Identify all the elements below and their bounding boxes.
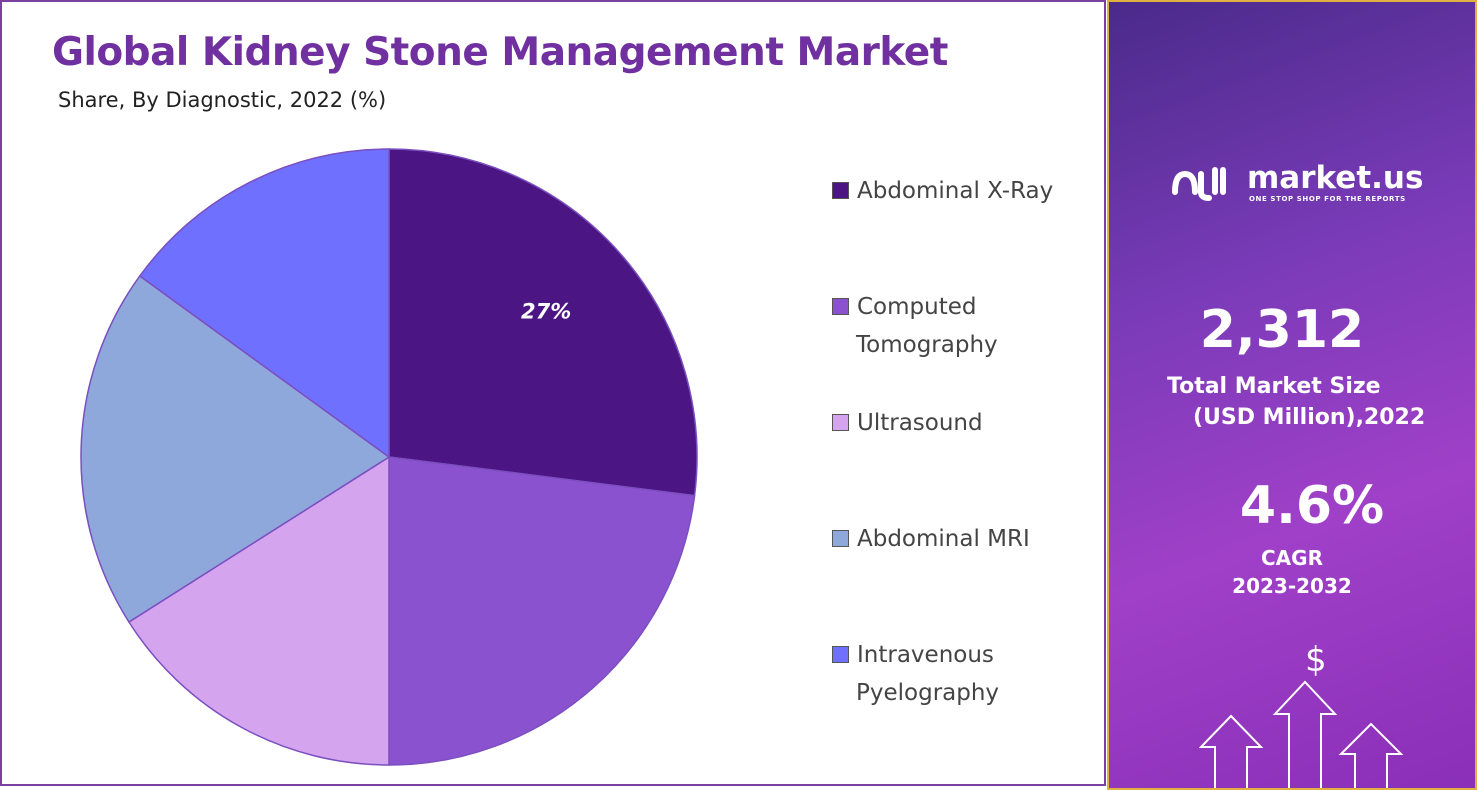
pie-chart: 27% bbox=[80, 148, 698, 766]
summary-panel: market.us ONE STOP SHOP FOR THE REPORTS … bbox=[1107, 0, 1477, 790]
legend-label: Abdominal MRI bbox=[857, 526, 1030, 552]
pie-slice-ultrasound bbox=[127, 455, 390, 766]
legend-swatch bbox=[832, 530, 849, 547]
legend-label: Intravenous bbox=[857, 642, 994, 668]
cagr-value: 4.6% bbox=[1239, 476, 1385, 536]
legend-swatch bbox=[832, 646, 849, 663]
legend-label: Ultrasound bbox=[857, 410, 983, 436]
brand-tagline: ONE STOP SHOP FOR THE REPORTS bbox=[1249, 195, 1406, 203]
cagr-label: CAGR bbox=[1261, 546, 1323, 570]
chart-title: Global Kidney Stone Management Market bbox=[52, 30, 948, 75]
cagr-period: 2023-2032 bbox=[1232, 574, 1352, 598]
growth-arrows-icon bbox=[1199, 680, 1404, 788]
pie-slice-computed-tomography bbox=[388, 456, 696, 766]
dollar-icon: $ bbox=[1305, 640, 1327, 680]
data-label: 27% bbox=[521, 299, 571, 323]
legend-item: Ultrasound bbox=[832, 404, 1092, 442]
legend-swatch bbox=[832, 298, 849, 315]
logo-icon bbox=[1172, 167, 1226, 201]
brand-name: market.us bbox=[1247, 160, 1424, 196]
legend-item: Computed Tomography bbox=[832, 288, 1092, 364]
legend-item: Abdominal X-Ray bbox=[832, 172, 1092, 210]
legend-label: Tomography bbox=[856, 332, 998, 358]
chart-subtitle: Share, By Diagnostic, 2022 (%) bbox=[58, 88, 387, 112]
pie-slice-abdominal-x-ray bbox=[388, 148, 698, 497]
legend-item: Abdominal MRI bbox=[832, 520, 1092, 558]
market-size-label: Total Market Size bbox=[1167, 374, 1381, 399]
market-size-value: 2,312 bbox=[1199, 300, 1365, 360]
market-size-unit: (USD Million),2022 bbox=[1193, 405, 1426, 430]
legend-label: Pyelography bbox=[856, 680, 1000, 706]
legend-label: Abdominal X-Ray bbox=[857, 178, 1054, 204]
legend-item: Intravenous Pyelography bbox=[832, 636, 1092, 712]
chart-panel: Global Kidney Stone Management Market Sh… bbox=[0, 0, 1106, 786]
brand-logo: market.us ONE STOP SHOP FOR THE REPORTS bbox=[1171, 160, 1423, 206]
pie-slice-abdominal-mri bbox=[80, 274, 391, 624]
pie-slice-intravenous-pyelography bbox=[138, 148, 390, 459]
legend-label: Computed bbox=[857, 294, 977, 320]
legend-swatch bbox=[832, 182, 849, 199]
legend-swatch bbox=[832, 414, 849, 431]
